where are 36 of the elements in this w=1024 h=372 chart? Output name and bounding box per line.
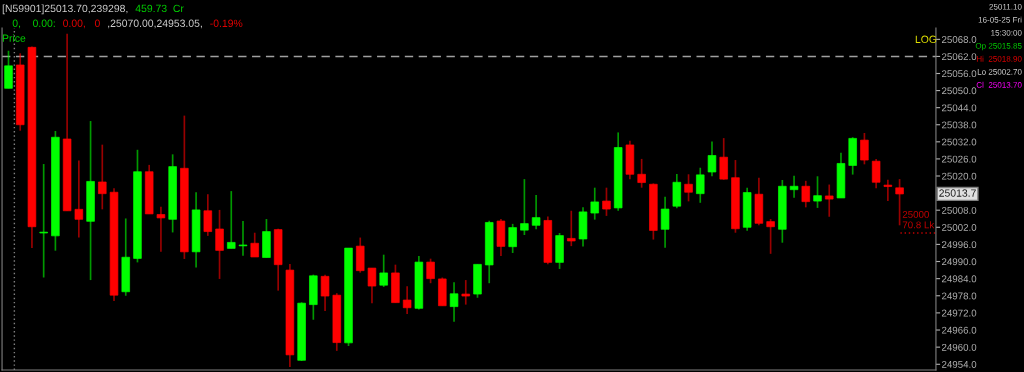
text: 25013.7	[939, 189, 976, 197]
text: 25011.10	[989, 3, 1022, 10]
y-tick-label: 25032.0	[941, 138, 977, 146]
y-tick-label: 25026.0	[941, 155, 977, 163]
text: Cl 25013.70	[976, 81, 1022, 88]
annotation: 0, 0.00:	[12, 19, 55, 29]
text: [N59901]25013.70,239298,	[2, 4, 128, 15]
y-tick-label: 25050.0	[941, 87, 977, 95]
y-tick-label: 24954.0	[941, 361, 977, 368]
text: Op 25015.85	[975, 42, 1022, 51]
text: 15:30:00	[991, 29, 1022, 36]
y-tick-label: 25002.0	[941, 224, 977, 231]
y-tick-label: 25020.0	[941, 172, 977, 180]
text: 459.73 Cr	[135, 4, 184, 13]
y-tick-label: 24984.0	[941, 275, 977, 283]
ref-line-label: 25000 70.8 Lk	[902, 210, 935, 229]
y-tick-label: 24990.0	[941, 258, 977, 266]
annotation: Price	[2, 34, 26, 42]
y-tick-label: 25068.0	[941, 36, 977, 43]
annotation: 0.00, 0	[63, 19, 100, 29]
y-tick-label: 24960.0	[941, 343, 977, 351]
text: 16-05-25 Fri	[978, 16, 1022, 23]
text: LOG	[915, 35, 937, 43]
y-tick-label: 25044.0	[941, 104, 977, 112]
y-tick-label: 25038.0	[941, 121, 977, 129]
annotation: ,25070.00,24953.05,	[108, 19, 202, 29]
text: Hi 25018.90	[976, 55, 1022, 62]
y-tick-label: 24996.0	[941, 241, 977, 249]
text: -0.19%	[210, 19, 243, 27]
text: Lo 25002.70	[977, 69, 1022, 75]
y-tick-label: 25056.0	[941, 70, 977, 78]
y-tick-label: 24966.0	[941, 326, 977, 334]
y-tick-label: 24978.0	[941, 292, 977, 300]
y-tick-label: 24972.0	[941, 309, 977, 317]
y-tick-label: 25062.0	[941, 53, 977, 61]
y-tick-label: 25008.0	[941, 206, 977, 214]
